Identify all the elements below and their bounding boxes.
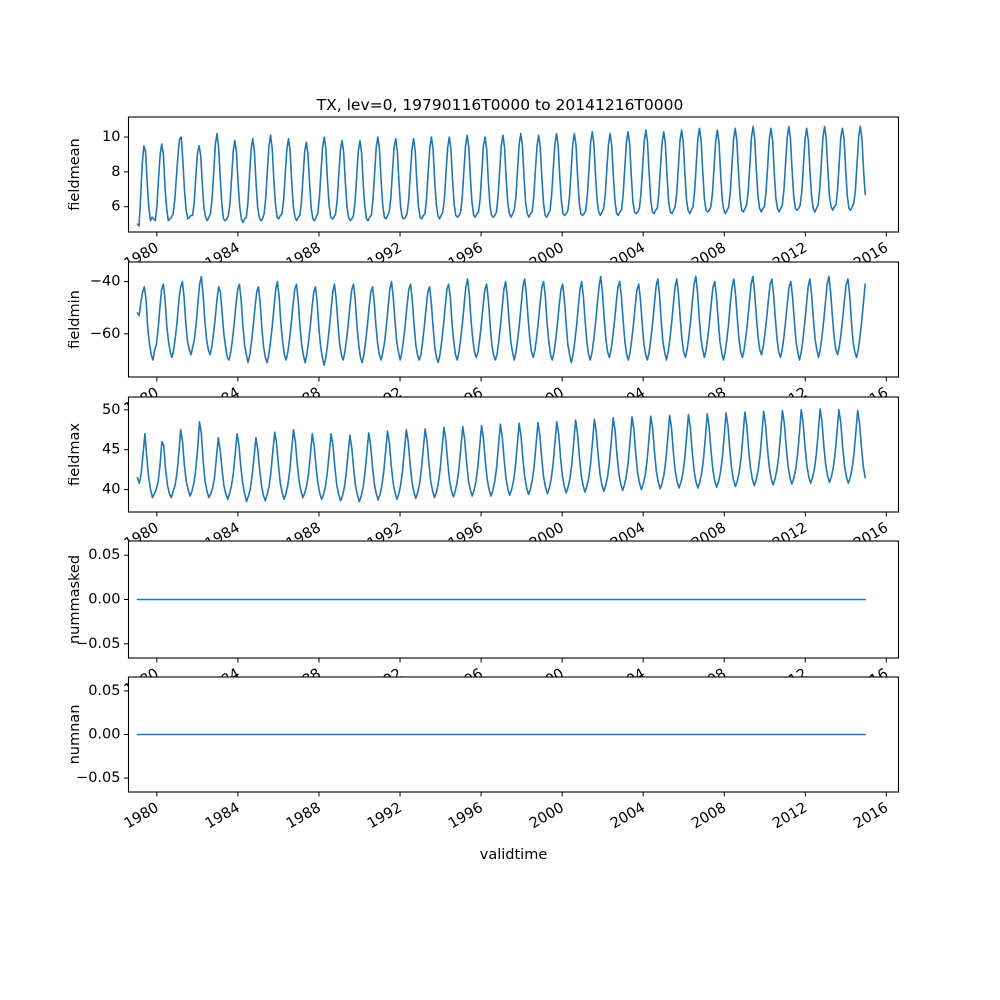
xtick-label: 1988 [284,800,324,832]
ytick-label: 0.00 [88,592,120,608]
ytick-label: 0.05 [88,547,120,563]
xtick-label: 2004 [608,800,648,832]
subplot-fieldmin: 1980198419881992199620002004200820122016… [67,261,900,417]
ytick-label: −0.05 [76,636,120,652]
data-line-fieldmin [136,275,866,367]
ytick-label: 0.00 [88,727,120,743]
data-line-fieldmean [136,125,866,227]
subplot-nummasked: 1980198419881992199620002004200820122016… [67,540,900,698]
axes-frame [127,396,900,513]
xtick-label: 1984 [203,800,243,832]
axes-frame [127,676,900,793]
xtick-label: 2016 [851,800,891,832]
yaxis-label-fieldmin: fieldmin [67,290,83,349]
subplot-fieldmax: 1980 1984 1988 1992 1996 2000 2004 2008 2012 2016… [67,396,900,552]
chart-title: TX, lev=0, 19790116T0000 to 20141216T000… [316,96,684,114]
xaxis-label: validtime [480,847,548,863]
ytick-label: 0.05 [88,683,120,699]
ytick-label: −40 [90,274,121,290]
ytick-label: 50 [102,402,120,418]
plot-background [128,117,899,232]
ytick-label: 40 [102,482,120,498]
ytick-label: 8 [111,164,120,180]
xtick-label: 2008 [689,800,729,832]
plot-background [128,397,899,512]
axes-frame [127,261,900,378]
xtick-label: 2012 [770,800,810,832]
axes-frame [127,116,900,233]
ytick-label: 6 [111,199,120,215]
xtick-label: 1992 [365,800,405,832]
yaxis-label-fieldmax: fieldmax [67,423,83,486]
ytick-label: 10 [102,129,120,145]
axes-frame [127,540,900,659]
subplot-numnan: 1980 1984 1988 1992 1996 2000 2004 2008 2012 2016… [67,676,900,832]
ytick-label: −0.05 [76,770,120,786]
yaxis-label-numnan: numnan [67,705,83,765]
subplot-fieldmean: 1980 1984 1988 1992 1996 2000 2004 2008 2012 2016… [67,116,900,272]
data-line-fieldmax [136,408,866,503]
yaxis-label-fieldmean: fieldmean [67,138,83,210]
xtick-label: 2000 [527,800,567,832]
ytick-label: 45 [102,442,120,458]
ytick-label: −60 [90,326,121,342]
xtick-label: 1996 [446,800,486,832]
xtick-label: 1980 [122,800,162,832]
yaxis-label-nummasked: nummasked [67,555,83,644]
